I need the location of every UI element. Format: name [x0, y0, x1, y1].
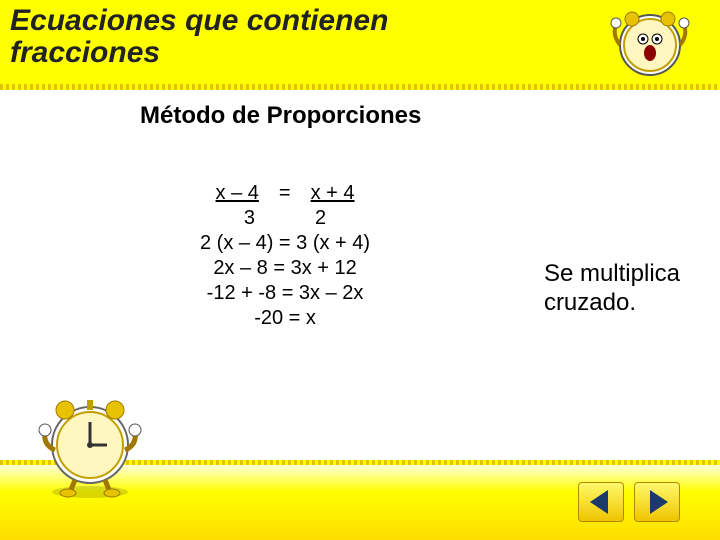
- arrow-right-icon: [650, 490, 668, 514]
- slide-title: Ecuaciones que contienen fracciones: [10, 5, 710, 68]
- title-line-1: Ecuaciones que contienen: [10, 5, 710, 37]
- fraction-right-numerator: x + 4: [311, 182, 355, 205]
- side-note: Se multiplica cruzado.: [544, 260, 680, 318]
- equals-sign: =: [279, 182, 291, 205]
- denom-right: 2: [315, 207, 326, 230]
- fraction-left-numerator: x – 4: [216, 182, 259, 205]
- math-line-5: -12 + -8 = 3x – 2x: [200, 282, 370, 305]
- sidenote-line-2: cruzado.: [544, 289, 680, 318]
- slide-subtitle: Método de Proporciones: [140, 102, 720, 130]
- arrow-left-icon: [590, 490, 608, 514]
- prev-slide-button[interactable]: [578, 482, 624, 522]
- math-line-6: -20 = x: [200, 307, 370, 330]
- slide-header: Ecuaciones que contienen fracciones: [0, 0, 720, 90]
- fraction-denominators: 3 2: [200, 207, 370, 230]
- math-steps: x – 4 = x + 4 3 2 2 (x – 4) = 3 (x + 4) …: [200, 180, 370, 332]
- sidenote-line-1: Se multiplica: [544, 260, 680, 289]
- slide-nav: [578, 482, 680, 522]
- slide-footer: [0, 460, 720, 540]
- clock-mascot-large-icon: [35, 390, 145, 505]
- title-line-2: fracciones: [10, 37, 710, 69]
- clock-mascot-icon: [610, 5, 690, 90]
- math-line-4: 2x – 8 = 3x + 12: [200, 257, 370, 280]
- next-slide-button[interactable]: [634, 482, 680, 522]
- denom-left: 3: [244, 207, 255, 230]
- math-line-3: 2 (x – 4) = 3 (x + 4): [200, 232, 370, 255]
- fraction-equation: x – 4 = x + 4: [200, 182, 370, 205]
